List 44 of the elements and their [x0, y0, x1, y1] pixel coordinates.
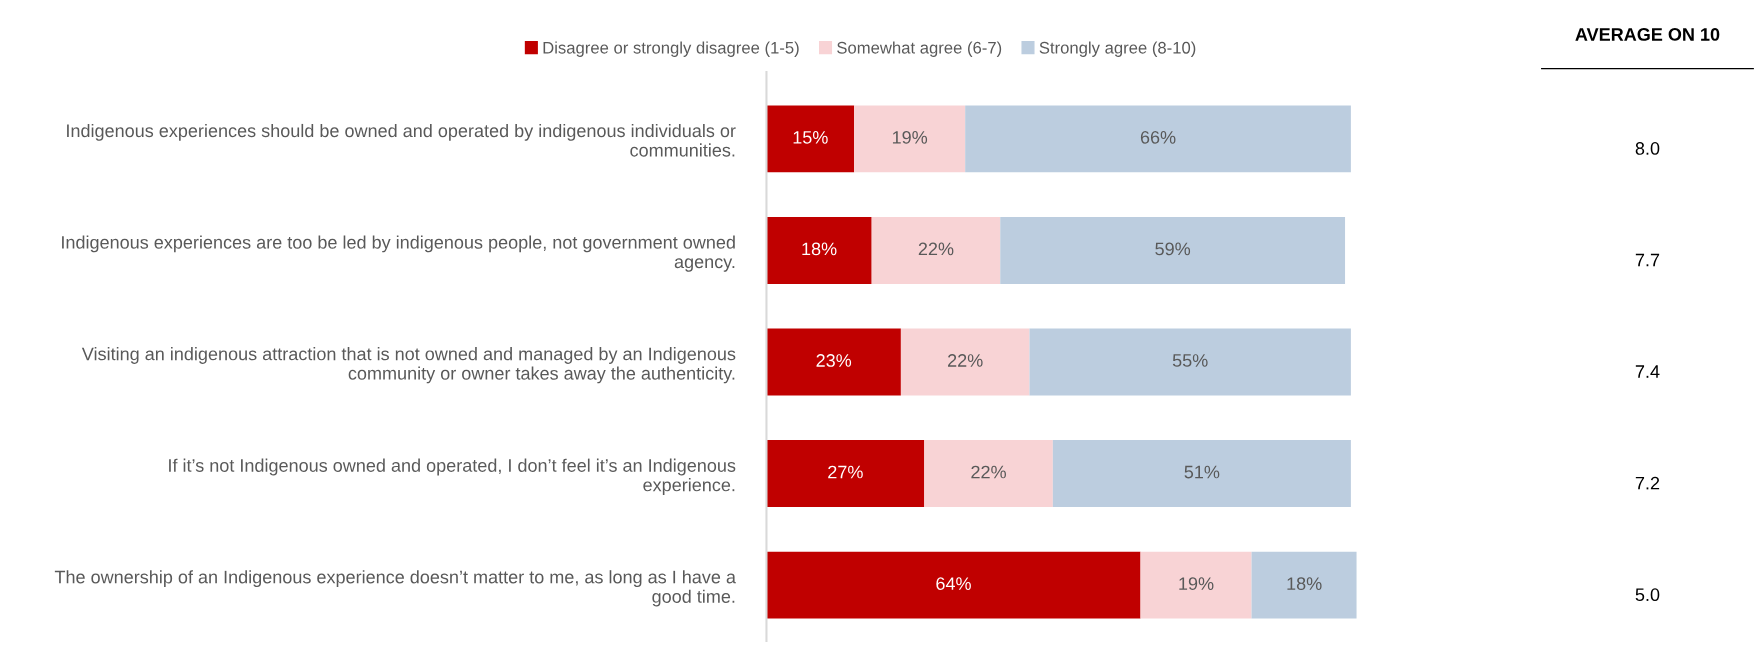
y-tick-label: If it’s not Indigenous owned and operated, I don’t feel it’s an Indigenous experience. [169, 458, 736, 495]
bar [766, 440, 925, 508]
y-tick-label: The ownership of an Indigenous experience doesn’t matter to me, as long as I have a good time. [54, 570, 736, 607]
data-label: 27% [828, 465, 863, 479]
bar [1140, 551, 1252, 619]
data-label: 19% [1179, 577, 1214, 590]
text: 7.2 [1635, 476, 1660, 490]
data-label: 18% [1287, 577, 1322, 590]
y-tick-label: Indigenous experiences are too be led by indigenous people, not government owned agency. [62, 235, 735, 272]
bar [1052, 440, 1351, 508]
text: AVERAGE ON 10 [1575, 28, 1720, 41]
legend-label: Somewhat agree (6-7) [837, 41, 1002, 57]
data-label: 51% [1184, 465, 1220, 479]
bar [1000, 216, 1346, 284]
data-label: 23% [816, 354, 852, 367]
text: 7.7 [1635, 253, 1660, 267]
text: 5.0 [1635, 588, 1660, 602]
bar [871, 216, 1001, 284]
data-label: 15% [793, 131, 828, 144]
data-label: 19% [892, 130, 928, 144]
legend-label: Strongly agree (8-10) [1039, 41, 1196, 57]
text: 8.0 [1635, 142, 1660, 155]
bar [965, 105, 1351, 173]
data-label: 55% [1172, 354, 1208, 367]
bar [924, 440, 1053, 508]
bar [854, 105, 966, 173]
data-label: 64% [936, 577, 971, 590]
legend-label: Disagree or strongly disagree (1-5) [543, 41, 799, 57]
bar [900, 328, 1030, 396]
data-label: 22% [948, 354, 983, 367]
data-label: 22% [918, 242, 954, 256]
data-label: 22% [971, 465, 1006, 479]
y-tick-label: Indigenous experiences should be owned and operated by indigenous individuals or communities. [67, 123, 736, 157]
text: 7.4 [1635, 365, 1660, 378]
bar [766, 105, 855, 173]
bar [766, 328, 901, 396]
bar [766, 551, 1141, 619]
bar [766, 216, 872, 284]
data-label: 66% [1140, 130, 1176, 144]
data-label: 59% [1155, 242, 1191, 256]
data-label: 18% [802, 242, 837, 256]
bar [1251, 551, 1357, 619]
bar [1029, 328, 1351, 396]
y-tick-label: Visiting an indigenous attraction that is not owned and managed by an Indigenous community or owner takes away the authenticity. [81, 347, 736, 384]
